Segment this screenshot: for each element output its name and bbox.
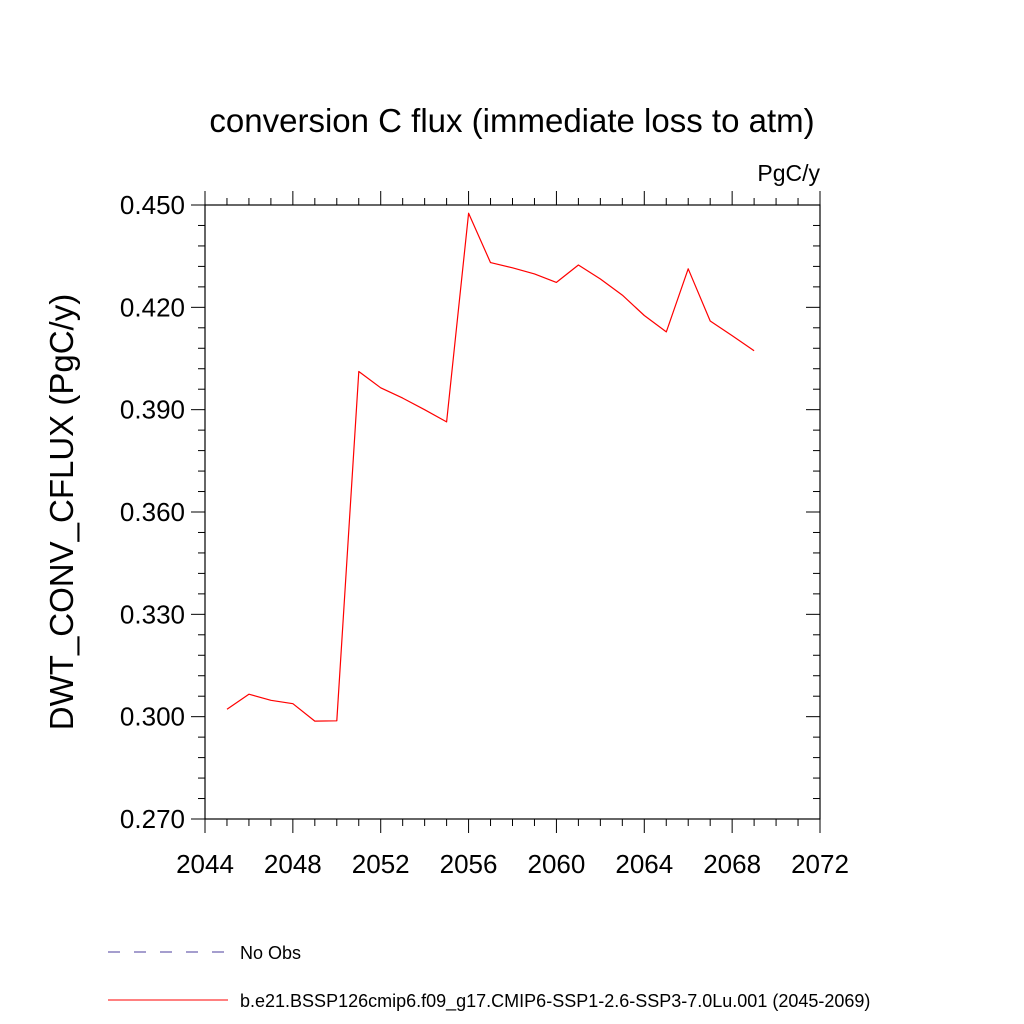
chart-title: conversion C flux (immediate loss to atm… <box>209 102 814 139</box>
x-tick-label: 2044 <box>176 849 234 879</box>
x-tick-label: 2068 <box>703 849 761 879</box>
x-tick-label: 2064 <box>615 849 673 879</box>
legend: No Obs b.e21.BSSP126cmip6.f09_g17.CMIP6-… <box>108 943 870 1012</box>
x-tick-label: 2048 <box>264 849 322 879</box>
x-tick-label: 2072 <box>791 849 849 879</box>
y-axis-label: DWT_CONV_CFLUX (PgC/y) <box>43 294 80 730</box>
x-tick-label: 2060 <box>528 849 586 879</box>
x-tick-labels: 2044 2048 2052 2056 2060 2064 2068 2072 <box>176 849 849 879</box>
units-label: PgC/y <box>757 160 820 186</box>
legend-label-obs: No Obs <box>240 943 301 963</box>
series-line <box>226 212 755 722</box>
y-tick-label: 0.330 <box>120 599 185 629</box>
y-tick-label: 0.450 <box>120 190 185 220</box>
x-tick-label: 2052 <box>352 849 410 879</box>
legend-label-model: b.e21.BSSP126cmip6.f09_g17.CMIP6-SSP1-2.… <box>240 991 870 1012</box>
y-tick-label: 0.390 <box>120 395 185 425</box>
plot-frame <box>204 204 821 820</box>
y-tick-label: 0.300 <box>120 702 185 732</box>
axis-ticks <box>191 191 821 833</box>
y-tick-labels: 0.270 0.300 0.330 0.360 0.390 0.420 0.450 <box>120 190 185 834</box>
x-tick-label: 2056 <box>440 849 498 879</box>
y-tick-label: 0.270 <box>120 804 185 834</box>
series-lines <box>226 212 755 722</box>
y-tick-label: 0.360 <box>120 497 185 527</box>
y-tick-label: 0.420 <box>120 292 185 322</box>
